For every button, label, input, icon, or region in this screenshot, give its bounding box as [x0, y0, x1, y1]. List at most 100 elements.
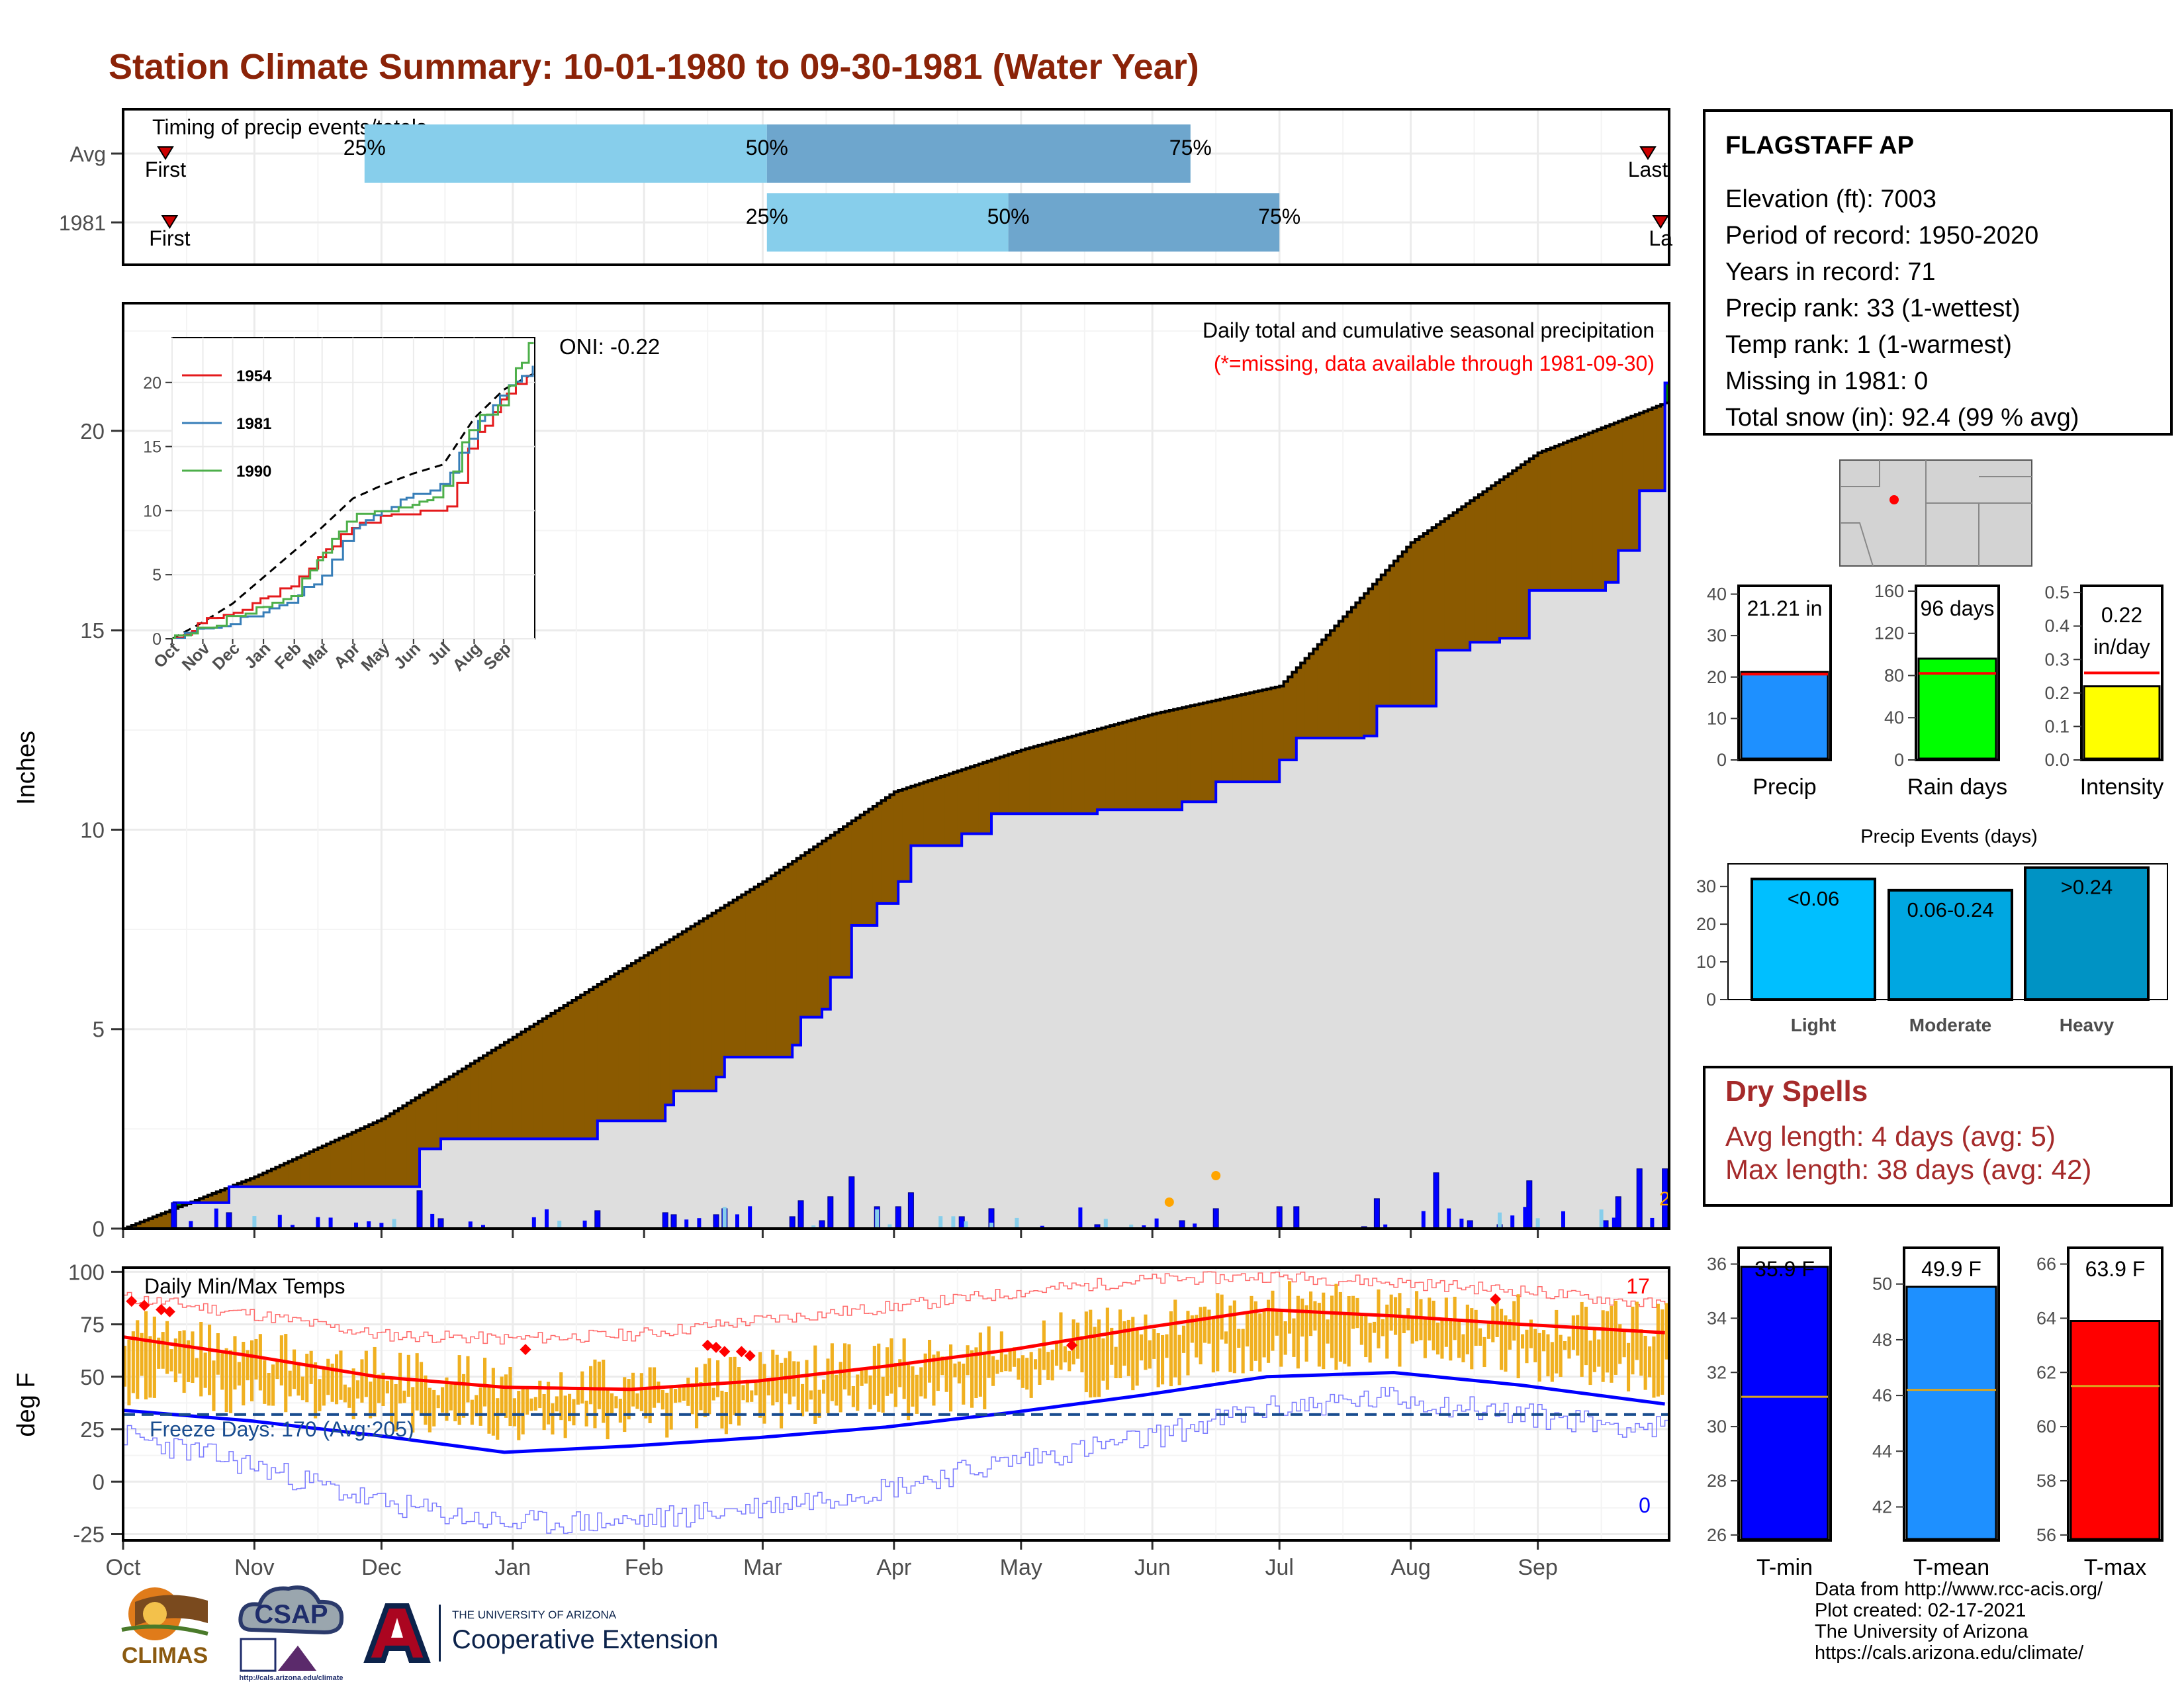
tmax-ytick-label: 58	[2036, 1471, 2056, 1491]
precip-deficit-segment	[347, 1134, 353, 1187]
daily-temp-range-bar	[966, 1345, 970, 1376]
precip-deficit-segment	[1368, 588, 1373, 736]
daily-temp-range-bar	[1084, 1311, 1088, 1393]
precip-deficit-segment	[1559, 444, 1564, 590]
intensity-value-label: in/day	[2093, 635, 2150, 659]
daily-temp-range-bar	[826, 1358, 830, 1413]
precip-deficit-segment	[1419, 536, 1424, 706]
daily-temp-range-bar	[1504, 1315, 1508, 1372]
precip-deficit-segment	[1351, 607, 1356, 738]
daily-temp-range-bar	[1592, 1329, 1596, 1372]
daily-temp-range-bar	[178, 1331, 182, 1374]
intensity-value-label: 0.22	[2101, 603, 2142, 627]
daily-precip-bar	[545, 1209, 549, 1229]
daily-temp-range-bar	[466, 1356, 470, 1403]
intensity-ytick-label: 0.3	[2044, 649, 2070, 669]
precip-deficit-segment	[936, 778, 941, 846]
precip-deficit-segment	[1491, 485, 1496, 643]
precip-deficit-segment	[788, 864, 793, 1057]
precip-deficit-segment	[1394, 561, 1398, 706]
daily-temp-range-bar	[1529, 1319, 1533, 1348]
precip-deficit-segment	[801, 855, 805, 1017]
inset-series-1990	[172, 342, 534, 639]
precip-deficit-segment	[813, 847, 819, 1017]
daily-temp-range-bar	[191, 1331, 195, 1383]
precip-deficit-segment	[1038, 745, 1043, 814]
precip-events-category-label: Moderate	[1909, 1015, 1991, 1035]
daily-temp-range-bar	[762, 1364, 766, 1424]
daily-temp-range-bar	[263, 1360, 267, 1404]
precip-deficit-segment	[584, 992, 590, 1139]
station-precip-rank: Precip rank: 33 (1-wettest)	[1725, 295, 2021, 322]
daily-temp-range-bar	[856, 1374, 860, 1411]
rain-days-value-label: 96 days	[1920, 596, 1994, 620]
precip-deficit-segment	[830, 835, 835, 978]
precip-ytick-label: 5	[93, 1017, 105, 1042]
precip-deficit-segment	[1546, 449, 1551, 590]
daily-precip-bar	[1459, 1218, 1464, 1229]
daily-temp-range-bar	[1105, 1307, 1109, 1390]
temp-xtick-label: Dec	[361, 1555, 401, 1580]
precip-deficit-segment	[258, 1174, 263, 1187]
precip-deficit-segment	[1338, 621, 1343, 738]
precip-deficit-segment	[1415, 539, 1420, 706]
precip-deficit-segment	[1013, 753, 1017, 814]
tmin-ytick-label: 26	[1707, 1525, 1727, 1545]
daily-temp-range-bar	[1576, 1315, 1580, 1356]
dry-spells-title: Dry Spells	[1725, 1075, 1868, 1107]
temp-ylabel: deg F	[13, 1372, 40, 1436]
precip-deficit-segment	[711, 913, 717, 1092]
record-high-marker	[1066, 1339, 1078, 1351]
precip-deficit-segment	[1105, 726, 1111, 810]
daily-temp-range-bar	[1491, 1306, 1495, 1342]
dry-spells-max: Max length: 38 days (avg: 42)	[1725, 1154, 2092, 1185]
precip-deficit-segment	[1122, 722, 1128, 810]
daily-temp-range-bar	[1152, 1329, 1156, 1359]
precip-deficit-segment	[860, 815, 865, 926]
daily-temp-range-bar	[1131, 1317, 1135, 1391]
daily-temp-range-bar	[1038, 1348, 1042, 1385]
daily-temp-range-bar	[165, 1321, 169, 1374]
precip-deficit-segment	[131, 1225, 136, 1229]
tmin-value-label: 35.9 F	[1754, 1257, 1815, 1281]
daily-temp-range-bar	[462, 1374, 466, 1418]
daily-precip-bar	[827, 1196, 834, 1229]
inset-ytick-label: 0	[152, 630, 161, 649]
daily-temp-range-bar	[1563, 1340, 1567, 1350]
precip-deficit-segment	[1199, 704, 1204, 802]
precip-deficit-segment	[254, 1176, 259, 1187]
tmax-ytick-label: 56	[2036, 1525, 2056, 1545]
precip-deficit-segment	[1262, 690, 1267, 782]
daily-temp-range-bar	[907, 1364, 911, 1421]
precip-deficit-segment	[796, 858, 801, 1045]
csap-text: CSAP	[254, 1600, 328, 1629]
daily-temp-range-bar	[1283, 1321, 1287, 1355]
precip-deficit-segment	[1076, 735, 1081, 814]
precip-deficit-segment	[1190, 706, 1195, 802]
precip-deficit-segment	[1182, 707, 1187, 802]
daily-temp-range-bar	[678, 1387, 682, 1403]
rain-days-ytick-label: 160	[1874, 581, 1904, 601]
record-high-marker	[710, 1341, 722, 1353]
daily-temp-range-bar	[559, 1372, 563, 1421]
precip-events-chart: Precip Events (days) 0 10 20 30 <0.06 Light 0.0…	[1696, 826, 2168, 1035]
daily-temp-range-bar	[1461, 1334, 1465, 1362]
precip-deficit-segment	[491, 1050, 496, 1139]
precip-deficit-segment	[1440, 521, 1445, 651]
precip-deficit-segment	[449, 1076, 454, 1139]
precip-deficit-segment	[483, 1055, 488, 1139]
precip-total-ytick-label: 20	[1707, 667, 1727, 687]
missing-marker	[1211, 1171, 1221, 1180]
daily-precip-bar	[227, 1220, 231, 1229]
precip-deficit-segment	[1304, 658, 1310, 738]
record-high-marker	[735, 1346, 747, 1358]
precip-deficit-segment	[1173, 709, 1179, 810]
precip-deficit-segment	[1436, 524, 1441, 651]
precip-deficit-segment	[745, 892, 751, 1057]
daily-temp-range-bar	[1377, 1289, 1381, 1348]
precip-deficit-segment	[627, 966, 632, 1121]
daily-temp-range-bar	[1601, 1310, 1605, 1382]
daily-temp-range-bar	[1275, 1310, 1279, 1336]
daily-temp-range-bar	[1258, 1313, 1262, 1372]
inset-legend-label: 1981	[236, 415, 271, 433]
